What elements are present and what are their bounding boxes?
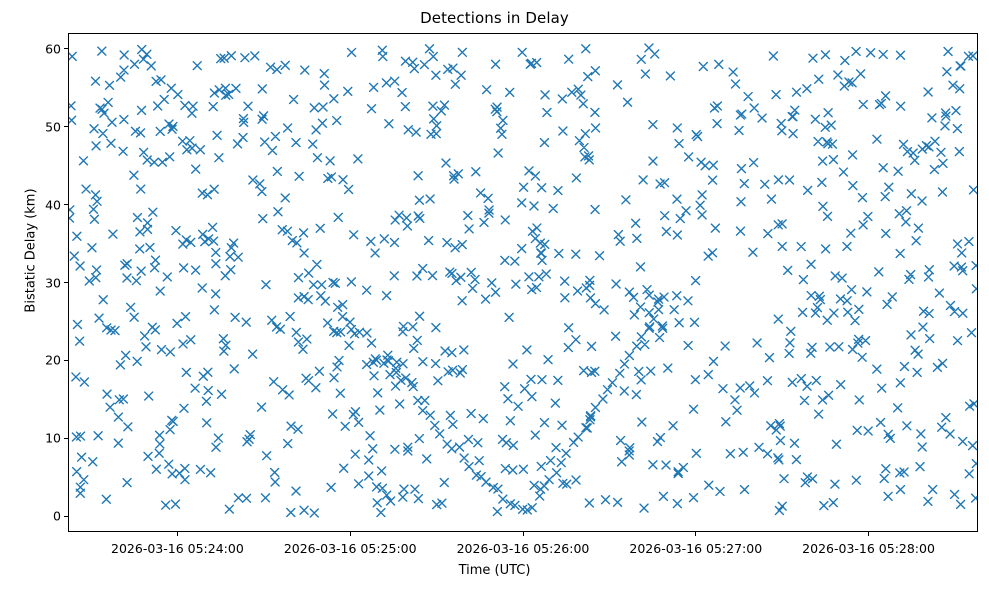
y-tick-label: 20 [45, 352, 61, 368]
x-tick-label: 2026-03-16 05:28:00 [802, 541, 935, 556]
x-tick-label: 2026-03-16 05:27:00 [629, 541, 763, 556]
x-tick-mark [868, 532, 870, 536]
chart-title: Detections in Delay [420, 9, 569, 27]
scatter-marker-path [69, 43, 977, 518]
x-tick-mark [695, 532, 697, 536]
x-tick-label: 2026-03-16 05:26:00 [456, 541, 590, 556]
x-axis-label: Time (UTC) [458, 563, 531, 578]
y-tick-mark [64, 359, 68, 362]
y-tick-label: 60 [45, 41, 61, 57]
y-tick-mark [64, 282, 68, 284]
scatter-series-detections [69, 43, 977, 518]
y-tick-mark [64, 126, 68, 128]
y-tick-mark [64, 48, 68, 50]
y-tick-mark [64, 515, 68, 517]
y-tick-label: 40 [45, 197, 61, 213]
y-tick-label: 10 [45, 430, 61, 446]
x-tick-label: 2026-03-16 05:24:00 [111, 541, 244, 556]
x-tick-label: 2026-03-16 05:25:00 [283, 541, 417, 556]
x-tick-mark [176, 532, 179, 536]
plot-axes-frame [68, 33, 978, 532]
y-tick-label: 30 [45, 275, 61, 290]
y-tick-mark [64, 437, 68, 440]
y-tick-label: 0 [53, 508, 61, 524]
x-tick-mark [522, 532, 524, 536]
x-tick-mark [349, 532, 351, 536]
y-tick-label: 50 [45, 119, 61, 135]
y-tick-mark [64, 204, 68, 206]
